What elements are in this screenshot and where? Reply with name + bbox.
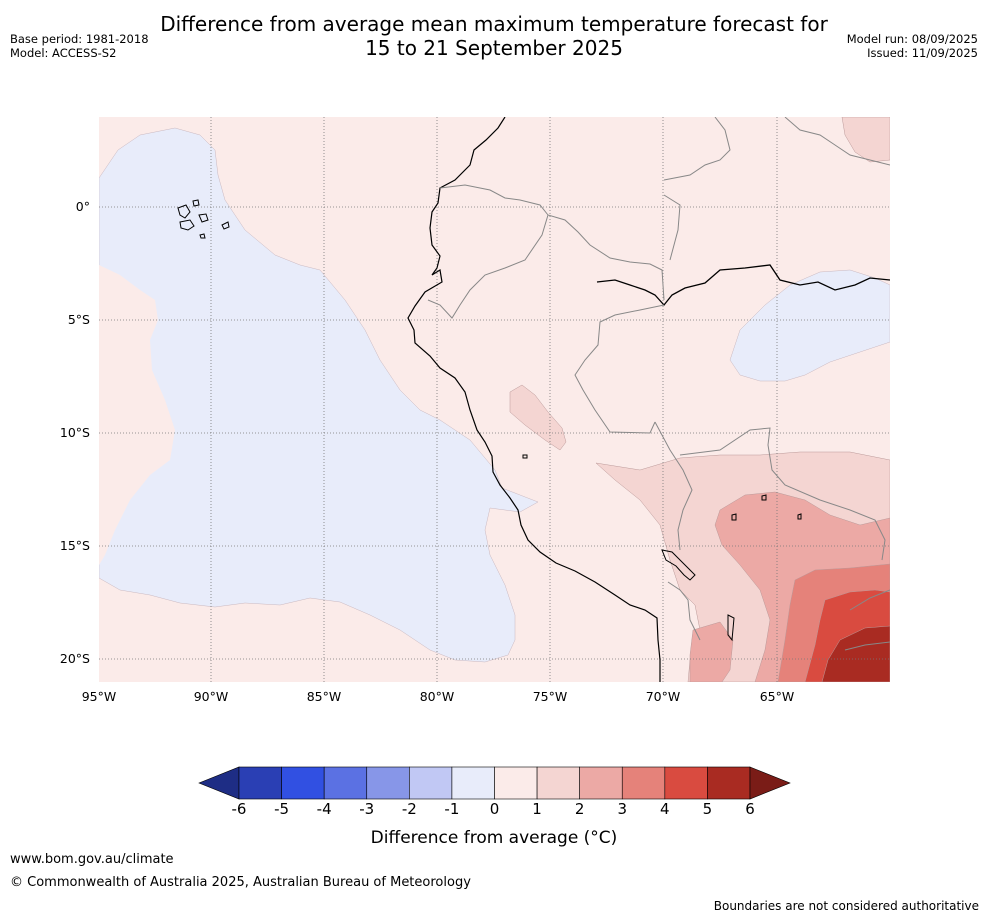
warm-5-6 — [821, 625, 890, 682]
colorbar — [198, 766, 791, 800]
colorbar-tick-label: -3 — [359, 800, 375, 818]
colorbar-segment — [579, 766, 623, 800]
colorbar-tick-label: 5 — [702, 800, 713, 818]
galapagos-islands — [177, 199, 230, 239]
lat-label: 0° — [76, 199, 90, 214]
longitude-labels: 95°W 90°W 85°W 80°W 75°W 70°W 65°W — [82, 689, 795, 704]
lon-label: 70°W — [646, 689, 681, 704]
colorbar-tick-label: 1 — [532, 800, 542, 818]
colorbar-tick-label: 4 — [660, 800, 670, 818]
meta-left: Base period: 1981-2018 Model: ACCESS-S2 — [10, 32, 149, 60]
model-name: Model: ACCESS-S2 — [10, 46, 117, 60]
colorbar-segment — [451, 766, 495, 800]
colorbar-arrow-low — [198, 766, 240, 800]
colorbar-segment — [494, 766, 538, 800]
lon-label: 65°W — [760, 689, 795, 704]
colorbar-segment — [664, 766, 708, 800]
warm-1-2-north — [841, 117, 890, 163]
map-plot-area — [99, 117, 890, 682]
base-period: Base period: 1981-2018 — [10, 32, 149, 46]
lake-titicaca — [661, 549, 696, 581]
footer-url: www.bom.gov.au/climate — [10, 852, 174, 867]
cool-anomaly-pacific — [99, 127, 539, 663]
south-america-coastline — [407, 117, 661, 682]
chart-title: Difference from average mean maximum tem… — [0, 12, 988, 60]
colorbar-tick-label: -1 — [444, 800, 460, 818]
colorbar-segment — [366, 766, 410, 800]
small-islands — [522, 454, 802, 642]
colorbar-tick-label: -2 — [401, 800, 417, 818]
pacific-west-warm-area — [99, 265, 175, 565]
lon-label: 90°W — [194, 689, 229, 704]
lon-label: 75°W — [533, 689, 568, 704]
colorbar-tick-label: 0 — [489, 800, 500, 818]
colorbar-tick-label: -4 — [316, 800, 332, 818]
colorbar-segment — [238, 766, 282, 800]
colorbar-segment — [621, 766, 666, 800]
colorbar-tick-label: 3 — [617, 800, 628, 818]
footer-note: Boundaries are not considered authoritat… — [713, 899, 979, 913]
latitude-labels: 0° 5°S 10°S 15°S 20°S — [60, 199, 90, 666]
model-run: Model run: 08/09/2025 — [846, 32, 978, 46]
warm-2-3-southwest — [689, 621, 734, 682]
cool-anomaly-amazon — [729, 269, 890, 382]
colorbar-segment — [323, 766, 368, 800]
colorbar-ticks: -6 -5 -4 -3 -2 -1 0 1 2 3 4 5 6 — [0, 800, 988, 820]
colorbar-segment — [409, 766, 453, 800]
title-line-1: Difference from average mean maximum tem… — [160, 12, 828, 36]
colorbar-tick-label: 6 — [745, 800, 755, 818]
lon-label: 85°W — [307, 689, 342, 704]
colorbar-segment — [281, 766, 325, 800]
lat-label: 10°S — [60, 425, 90, 440]
colorbar-segment — [536, 766, 580, 800]
meta-right: Model run: 08/09/2025 Issued: 11/09/2025 — [847, 32, 978, 60]
lat-label: 15°S — [60, 538, 90, 553]
gridlines — [99, 117, 890, 682]
colorbar-tick-label: -5 — [274, 800, 290, 818]
colorbar-tick-label: -6 — [231, 800, 247, 818]
lon-label: 95°W — [82, 689, 117, 704]
footer-copyright: © Commonwealth of Australia 2025, Austra… — [10, 875, 471, 890]
lat-label: 5°S — [68, 312, 90, 327]
lon-label: 80°W — [420, 689, 455, 704]
amazon-river — [596, 264, 890, 307]
lat-label: 20°S — [60, 651, 90, 666]
colorbar-tick-label: 2 — [574, 800, 585, 818]
title-line-2: 15 to 21 September 2025 — [365, 36, 623, 60]
country-borders — [427, 117, 890, 651]
warm-1-2-andes — [509, 384, 567, 451]
colorbar-label: Difference from average (°C) — [370, 828, 618, 848]
issued-date: Issued: 11/09/2025 — [867, 46, 978, 60]
colorbar-segment — [707, 766, 751, 800]
colorbar-arrow-high — [749, 766, 791, 800]
